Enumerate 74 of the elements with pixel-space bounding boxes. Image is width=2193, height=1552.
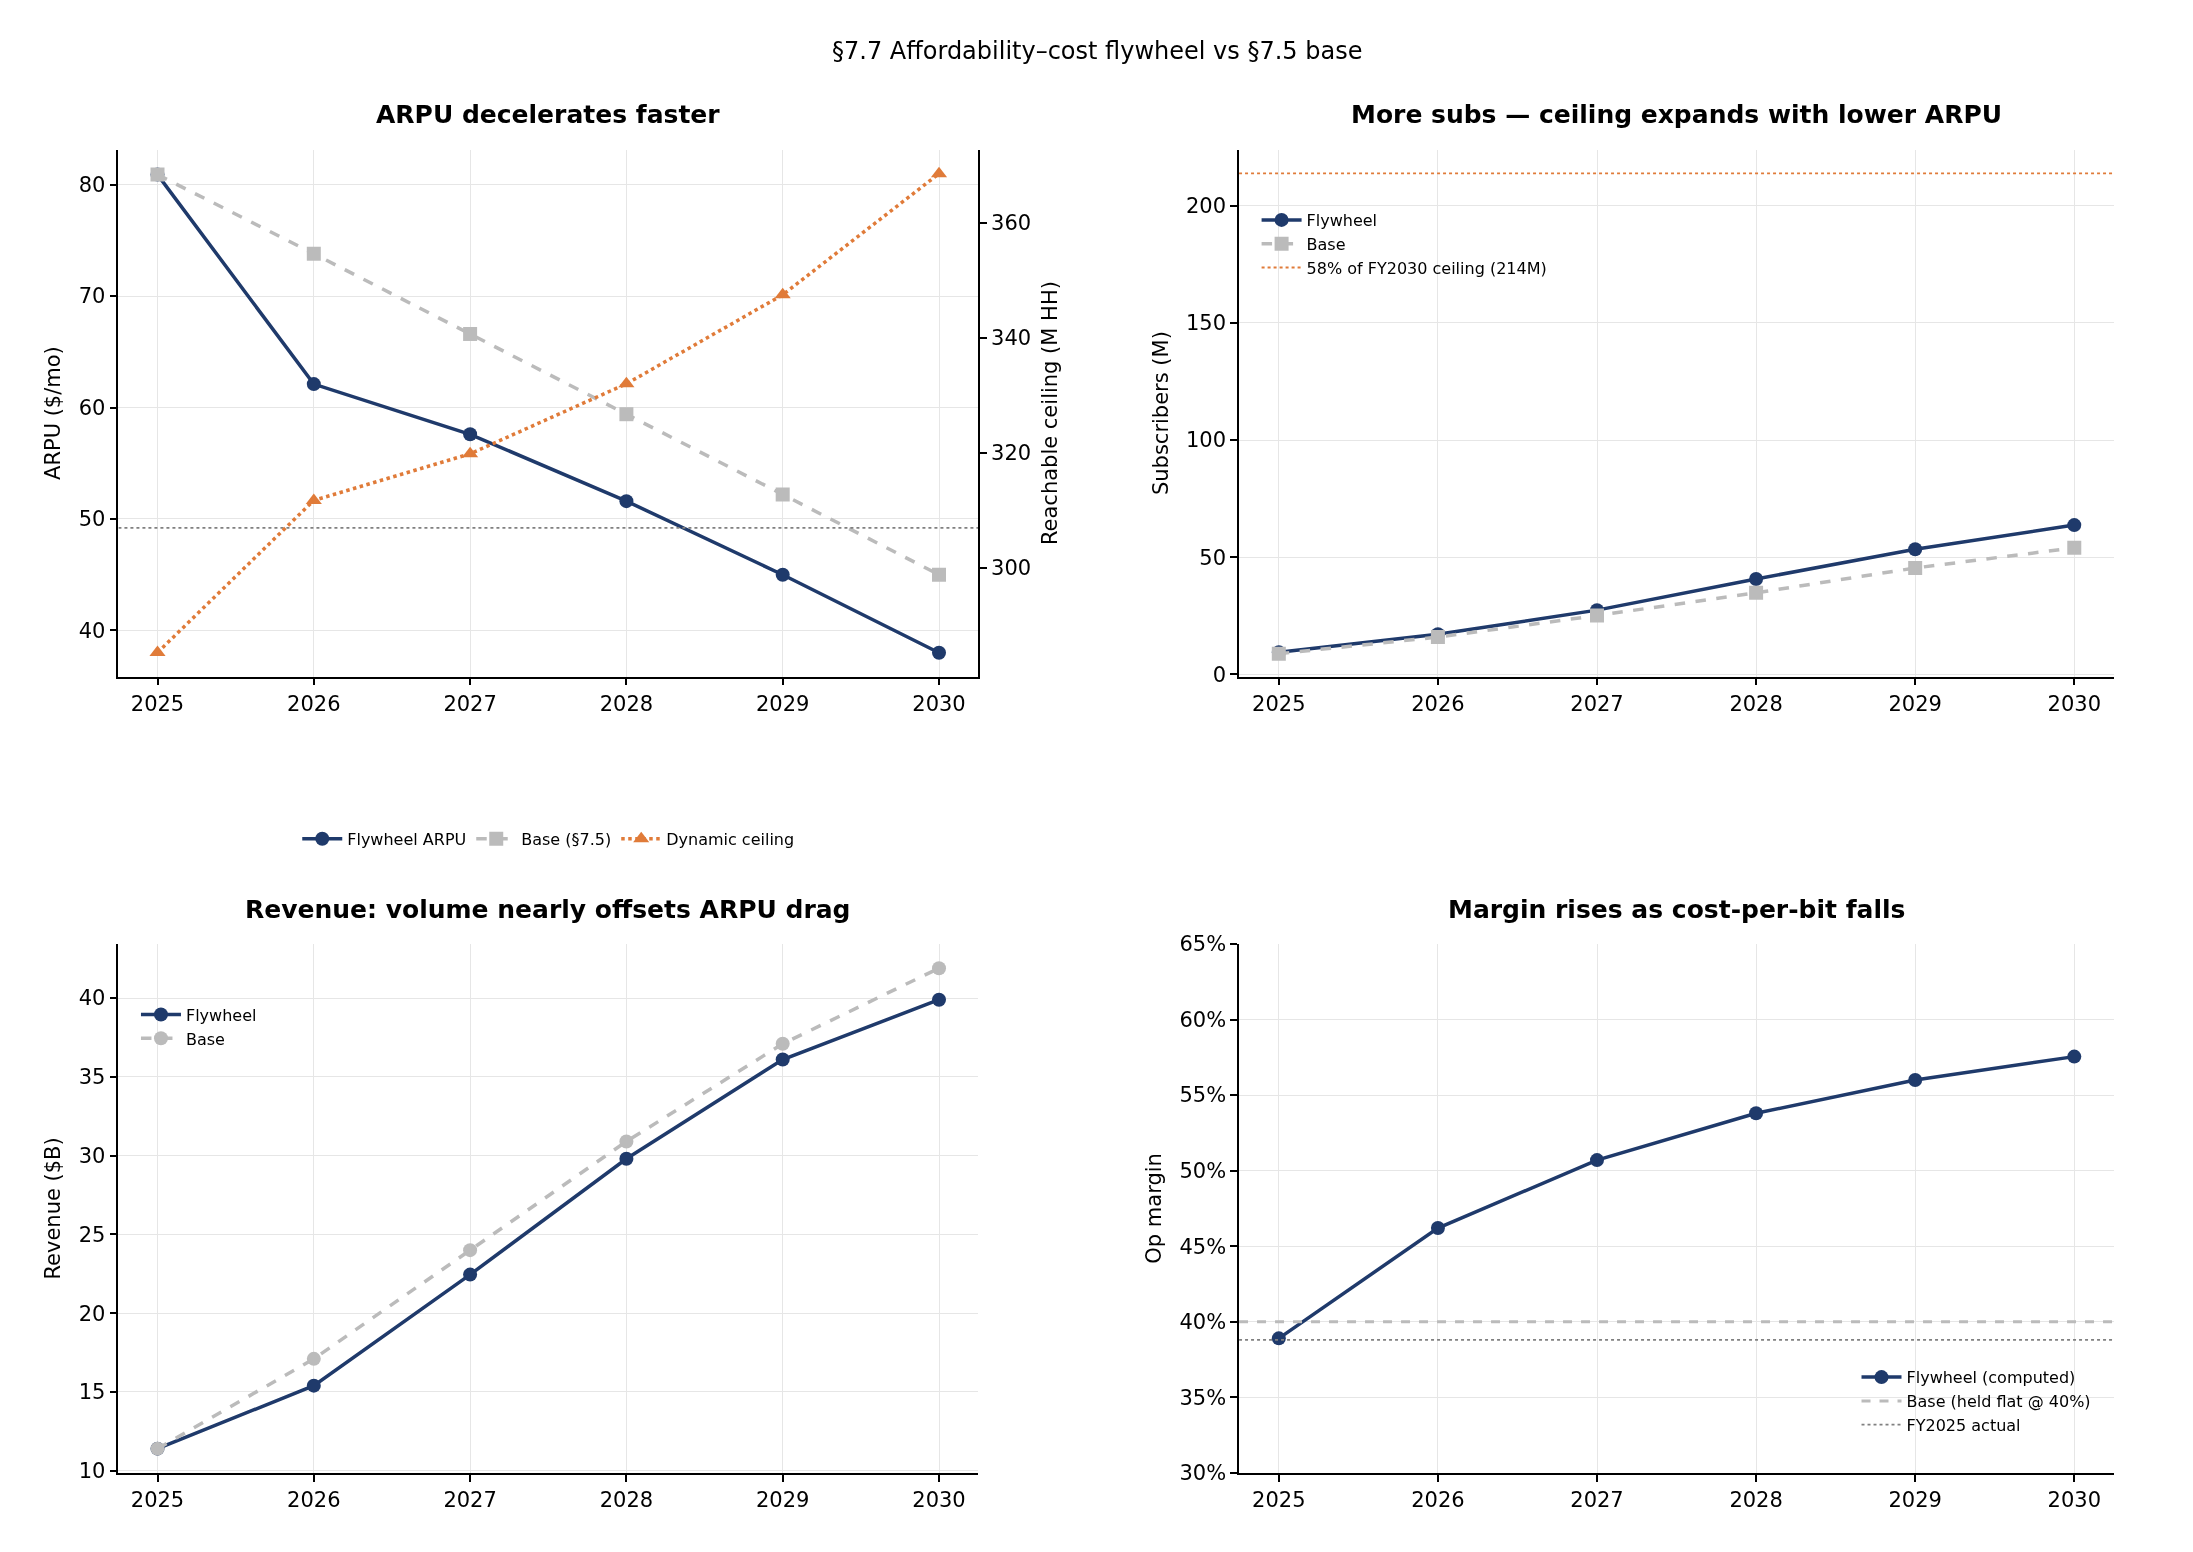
chart-title: ARPU decelerates faster [376, 100, 721, 129]
y-tick-label: 55% [1179, 1083, 1227, 1108]
x-tick-label: 2029 [1888, 691, 1942, 716]
y-tick-label: 50 [78, 507, 106, 532]
y-tick-label: 50 [1199, 545, 1227, 570]
y-tick-label: 40% [1179, 1310, 1227, 1335]
legend-label: Flywheel [1306, 211, 1378, 231]
y-tick-label: 0 [1212, 662, 1227, 687]
x-tick-label: 2027 [1570, 691, 1624, 716]
y2-axis-title: Reachable ceiling (M HH) [1037, 281, 1062, 546]
y-tick-label: 30 [78, 1144, 106, 1168]
x-tick-label: 2027 [443, 691, 497, 716]
chart-title: Revenue: volume nearly offsets ARPU drag [245, 895, 851, 924]
x-tick-label: 2028 [1729, 1487, 1783, 1512]
x-tick-label: 2029 [755, 1487, 810, 1512]
y-tick-label: 25 [78, 1222, 106, 1247]
legend-label: Base (held flat @ 40%) [1906, 1392, 2091, 1412]
y-tick-label: 60% [1179, 1007, 1227, 1032]
x-tick-label: 2030 [912, 1487, 966, 1512]
y-tick-label: 35% [1179, 1385, 1227, 1410]
legend-label: Flywheel (computed) [1906, 1368, 2076, 1388]
legend-label: 58% of FY2030 ceiling (214M) [1306, 258, 1547, 278]
y-axis-title: Op margin [1142, 1153, 1167, 1264]
x-tick-label: 2025 [1252, 691, 1306, 716]
x-tick-label: 2028 [599, 691, 654, 716]
y-tick-label: 15 [78, 1380, 106, 1405]
x-tick-label: 2026 [1411, 691, 1465, 716]
x-tick-label: 2030 [2047, 1487, 2101, 1512]
y-tick-label: 20 [78, 1301, 106, 1326]
x-tick-label: 2028 [1729, 691, 1783, 716]
x-tick-label: 2026 [287, 691, 341, 716]
x-tick-label: 2025 [130, 691, 185, 716]
x-tick-label: 2030 [912, 691, 966, 716]
y-tick-label: 50% [1179, 1159, 1227, 1184]
x-tick-label: 2029 [1888, 1487, 1942, 1512]
y2-tick-label: 340 [991, 326, 1032, 351]
y-axis-title: ARPU ($/mo) [41, 346, 66, 480]
y-tick-label: 65% [1179, 932, 1227, 957]
y-tick-label: 80 [78, 172, 106, 197]
y-tick-label: 100 [1186, 428, 1227, 453]
y-tick-label: 35 [78, 1065, 106, 1090]
legend-label: Flywheel [185, 1005, 257, 1025]
legend-label: FY2025 actual [1906, 1415, 2021, 1435]
y-tick-label: 40 [78, 986, 106, 1011]
legend-label: Dynamic ceiling [666, 829, 795, 849]
x-tick-label: 2025 [1252, 1487, 1306, 1512]
y-axis-title: Subscribers (M) [1148, 331, 1173, 496]
y-tick-label: 60 [78, 395, 106, 420]
y-tick-label: 45% [1179, 1234, 1227, 1259]
y2-tick-label: 320 [991, 441, 1032, 466]
x-tick-label: 2030 [2047, 691, 2101, 716]
x-tick-label: 2026 [1411, 1487, 1465, 1512]
x-tick-label: 2029 [755, 691, 810, 716]
y-tick-label: 70 [78, 284, 106, 309]
chart-title: Margin rises as cost-per-bit falls [1448, 895, 1906, 924]
y-tick-label: 10 [78, 1459, 106, 1484]
text: §7.7 Affordability–cost flywheel vs §7.5 base [832, 37, 1363, 65]
y-tick-label: 30% [1179, 1461, 1227, 1486]
legend-label: Base [1306, 234, 1346, 254]
chart-title: More subs — ceiling expands with lower ARPU [1351, 100, 2003, 129]
y-tick-label: 200 [1186, 194, 1227, 219]
x-tick-label: 2026 [287, 1487, 341, 1512]
y-axis-title: Revenue ($B) [41, 1137, 66, 1280]
x-tick-label: 2027 [1570, 1487, 1624, 1512]
legend-label: Base (§7.5) [521, 829, 612, 849]
y-tick-label: 150 [1186, 311, 1227, 336]
x-tick-label: 2027 [443, 1487, 497, 1512]
x-tick-label: 2028 [599, 1487, 654, 1512]
y2-tick-label: 300 [991, 555, 1032, 580]
legend-label: Flywheel ARPU [347, 829, 467, 849]
y2-tick-label: 360 [991, 211, 1032, 236]
x-tick-label: 2025 [130, 1487, 185, 1512]
legend-label: Base [185, 1029, 225, 1049]
y-tick-label: 40 [78, 618, 106, 643]
